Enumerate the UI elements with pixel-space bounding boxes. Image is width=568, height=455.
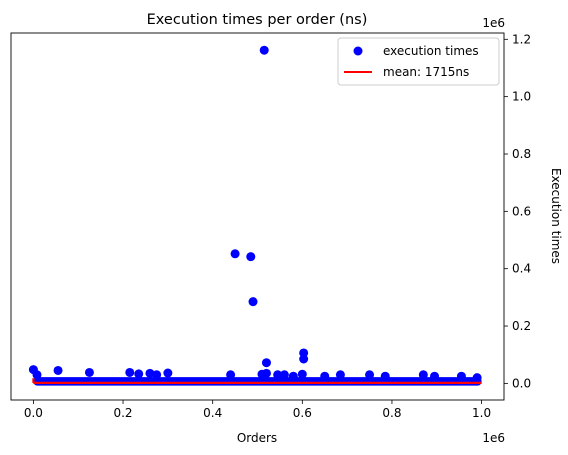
plot-area — [28, 45, 482, 386]
scatter-point — [273, 370, 283, 380]
y-tick-label: 0.0 — [512, 376, 531, 390]
scatter-point — [279, 370, 289, 380]
scatter-point — [84, 367, 94, 377]
scatter-point — [53, 365, 63, 375]
y-tick-label: 1.0 — [512, 90, 531, 104]
x-tick-label: 0.4 — [203, 406, 222, 420]
x-axis-label: Orders — [237, 431, 277, 445]
y-tick-label: 0.8 — [512, 147, 531, 161]
x-tick-label: 0.6 — [293, 406, 312, 420]
x-tick-label: 0.8 — [382, 406, 401, 420]
x-tick-label: 1.0 — [472, 406, 491, 420]
scatter-point — [246, 252, 256, 262]
scatter-point — [430, 371, 440, 381]
scatter-point — [456, 371, 466, 381]
scatter-point — [248, 297, 258, 307]
scatter-point — [299, 354, 309, 364]
y-offset-text: 1e6 — [482, 16, 505, 30]
scatter-point — [335, 370, 345, 380]
scatter-point — [380, 371, 390, 381]
scatter-point — [226, 370, 236, 380]
scatter-point — [152, 370, 162, 380]
x-offset-text: 1e6 — [482, 431, 505, 445]
x-tick-label: 0.0 — [24, 406, 43, 420]
scatter-point — [32, 370, 42, 380]
legend-label-mean: mean: 1715ns — [383, 65, 469, 79]
scatter-point — [125, 367, 135, 377]
scatter-point — [134, 369, 144, 379]
y-tick-label: 0.2 — [512, 319, 531, 333]
scatter-point — [261, 368, 271, 378]
scatter-point — [472, 373, 482, 383]
x-tick-label: 0.2 — [113, 406, 132, 420]
chart-title: Execution times per order (ns) — [147, 12, 368, 28]
y-axis-label: Execution times — [549, 168, 563, 264]
x-axis: 0.0 0.2 0.4 0.6 0.8 1.0 — [24, 400, 491, 420]
legend-label-execution-times: execution times — [383, 44, 479, 58]
axes-frame — [10, 32, 505, 401]
scatter-point — [230, 249, 240, 259]
scatter-point — [297, 369, 307, 379]
y-tick-label: 0.4 — [512, 262, 531, 276]
scatter-point — [320, 371, 330, 381]
scatter-point — [261, 358, 271, 368]
y-tick-label: 0.6 — [512, 204, 531, 218]
y-axis: 0.0 0.2 0.4 0.6 0.8 1.0 1.2 — [504, 32, 531, 390]
scatter-point — [259, 45, 269, 55]
legend-marker-execution-times — [353, 46, 363, 56]
scatter-point — [163, 368, 173, 378]
scatter-point — [418, 370, 428, 380]
scatter-band-dense — [33, 377, 482, 386]
scatter-point — [145, 368, 155, 378]
scatter-point — [365, 370, 375, 380]
scatter-point — [288, 371, 298, 381]
y-tick-label: 1.2 — [512, 32, 531, 46]
legend-box — [337, 37, 500, 86]
legend: execution times mean: 1715ns — [337, 37, 500, 86]
